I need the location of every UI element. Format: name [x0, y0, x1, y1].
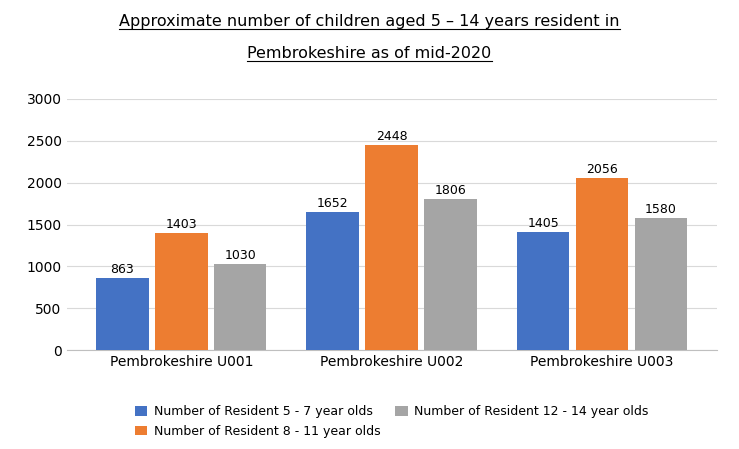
- Text: 1405: 1405: [528, 217, 559, 230]
- Bar: [155, 233, 208, 350]
- Text: Approximate number of children aged 5 – 14 years resident in: Approximate number of children aged 5 – …: [119, 14, 620, 29]
- Bar: [307, 212, 359, 350]
- Text: 1580: 1580: [645, 202, 677, 216]
- Legend: Number of Resident 5 - 7 year olds, Number of Resident 8 - 11 year olds, Number : Number of Resident 5 - 7 year olds, Numb…: [129, 399, 655, 444]
- Bar: [576, 178, 628, 350]
- Text: 863: 863: [111, 263, 134, 276]
- Bar: [635, 218, 687, 350]
- Text: Pembrokeshire as of mid-2020: Pembrokeshire as of mid-2020: [248, 46, 491, 61]
- Bar: [517, 233, 570, 350]
- Bar: [214, 264, 267, 350]
- Text: 1403: 1403: [166, 217, 197, 230]
- Text: 2056: 2056: [586, 163, 618, 176]
- Text: 1030: 1030: [225, 249, 256, 262]
- Bar: [365, 145, 418, 350]
- Text: 2448: 2448: [376, 130, 407, 143]
- Text: 1806: 1806: [435, 184, 466, 197]
- Bar: [96, 278, 149, 350]
- Text: 1652: 1652: [317, 197, 349, 210]
- Bar: [424, 199, 477, 350]
